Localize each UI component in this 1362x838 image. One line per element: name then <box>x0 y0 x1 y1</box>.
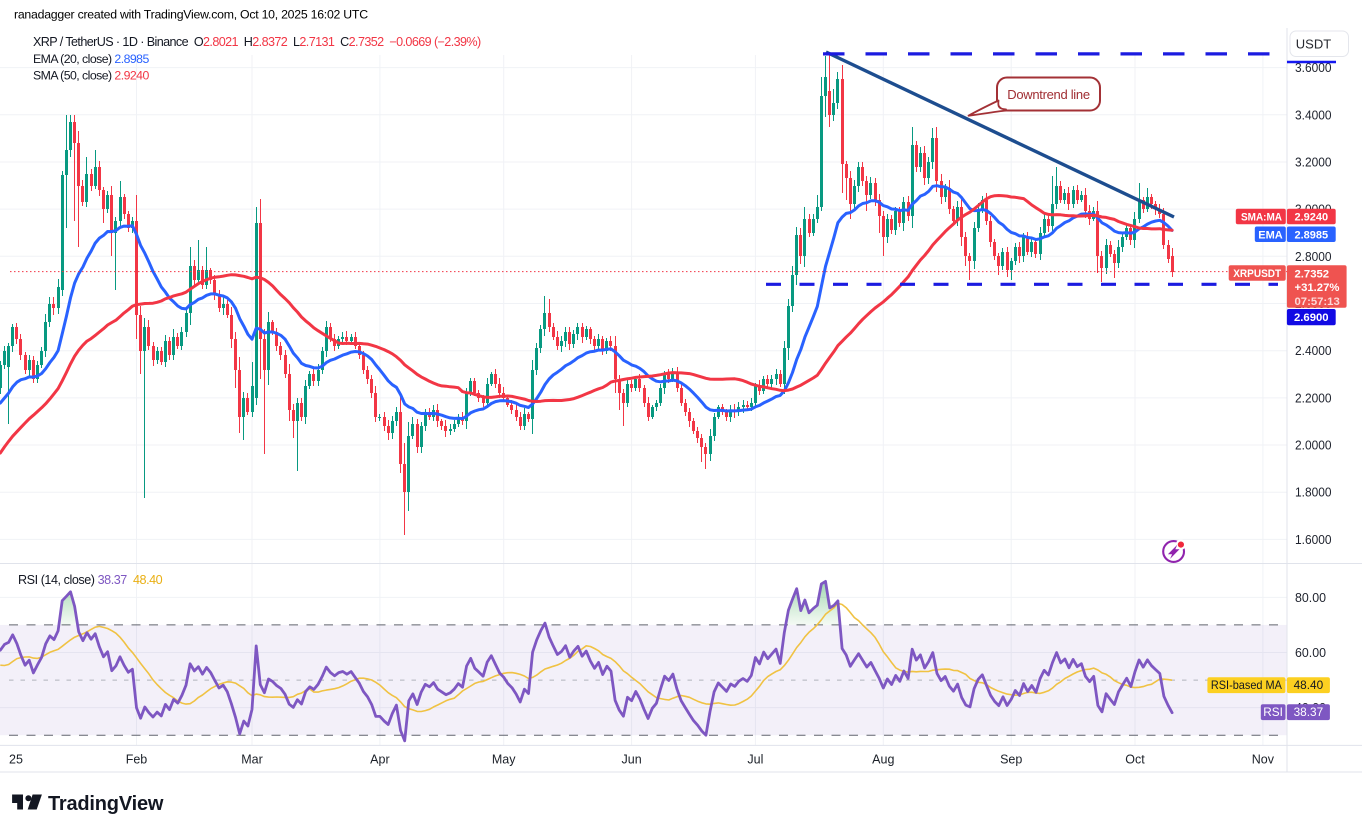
svg-text:USDT: USDT <box>1296 36 1331 51</box>
svg-text:60.00: 60.00 <box>1295 645 1326 660</box>
svg-text:Feb: Feb <box>126 753 148 767</box>
svg-text:1.8000: 1.8000 <box>1295 485 1332 500</box>
svg-text:TradingView: TradingView <box>48 793 164 815</box>
svg-text:2.9240: 2.9240 <box>1294 212 1328 224</box>
svg-text:SMA:MA: SMA:MA <box>1241 212 1282 224</box>
svg-text:XRPUSDT: XRPUSDT <box>1233 268 1281 280</box>
svg-text:38.37: 38.37 <box>1294 705 1324 719</box>
svg-text:2.7352: 2.7352 <box>1295 268 1330 280</box>
svg-text:48.40: 48.40 <box>1294 678 1324 692</box>
svg-text:2.4000: 2.4000 <box>1295 343 1332 358</box>
svg-text:3.4000: 3.4000 <box>1295 107 1332 122</box>
svg-text:SMA (50, close) 2.9240: SMA (50, close) 2.9240 <box>33 69 149 83</box>
svg-text:XRP / TetherUS · 1D · Binance: XRP / TetherUS · 1D · Binance O2.8021 H2… <box>33 35 481 49</box>
svg-text:EMA (20, close) 2.8985: EMA (20, close) 2.8985 <box>33 52 149 66</box>
svg-text:RSI: RSI <box>1263 705 1283 719</box>
svg-text:Nov: Nov <box>1252 753 1275 767</box>
svg-text:3.6000: 3.6000 <box>1295 60 1332 75</box>
svg-text:2.8985: 2.8985 <box>1294 229 1328 241</box>
svg-text:Aug: Aug <box>872 753 894 767</box>
svg-text:RSI (14, close) 38.37 48.40: RSI (14, close) 38.37 48.40 <box>18 573 163 587</box>
svg-text:Jun: Jun <box>622 753 642 767</box>
svg-text:Downtrend line: Downtrend line <box>1007 87 1090 102</box>
svg-text:EMA: EMA <box>1258 229 1283 241</box>
svg-text:Apr: Apr <box>370 753 389 767</box>
svg-text:2.8000: 2.8000 <box>1295 249 1332 264</box>
svg-text:80.00: 80.00 <box>1295 590 1326 605</box>
svg-text:+31.27%: +31.27% <box>1295 282 1340 294</box>
svg-text:Jul: Jul <box>747 753 763 767</box>
svg-text:Oct: Oct <box>1125 753 1145 767</box>
svg-text:07:57:13: 07:57:13 <box>1295 296 1340 308</box>
svg-text:ranadagger created with Tradin: ranadagger created with TradingView.com,… <box>14 8 368 22</box>
svg-text:2.6900: 2.6900 <box>1294 312 1329 324</box>
svg-text:RSI-based MA: RSI-based MA <box>1211 678 1282 692</box>
svg-text:2.2000: 2.2000 <box>1295 390 1332 405</box>
svg-text:Sep: Sep <box>1000 753 1022 767</box>
svg-text:May: May <box>492 753 516 767</box>
svg-text:25: 25 <box>9 753 23 767</box>
svg-text:3.2000: 3.2000 <box>1295 155 1332 170</box>
svg-text:1.6000: 1.6000 <box>1295 532 1332 547</box>
svg-text:Mar: Mar <box>241 753 263 767</box>
svg-text:2.0000: 2.0000 <box>1295 438 1332 453</box>
